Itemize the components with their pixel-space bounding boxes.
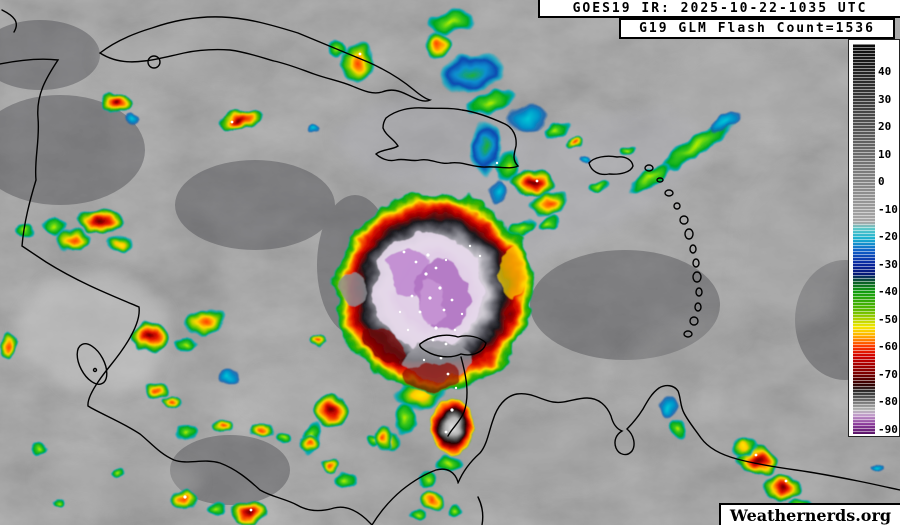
colorbar-tick: -90	[878, 422, 898, 436]
colorbar-tick: 40	[878, 65, 892, 78]
colorbar-striations	[853, 44, 875, 434]
coastlines	[0, 9, 900, 525]
colorbar-tick: -10	[878, 202, 898, 216]
colorbar-tick: 20	[878, 120, 892, 134]
colorbar-tick: 10	[878, 147, 892, 161]
flash-count-box: G19 GLM Flash Count=1536	[619, 18, 895, 39]
hurricane	[334, 192, 534, 392]
convection-cells	[0, 9, 900, 524]
colorbar-tick: -70	[878, 367, 898, 381]
colorbar-tick: -40	[878, 285, 898, 299]
lightning-flashes	[183, 52, 788, 512]
colorbar-tick: -20	[878, 230, 898, 244]
watermark: Weathernerds.org	[719, 503, 900, 525]
colorbar-ticks: 40 30 20 10 0 -10 -20 -30 -40 -50 -60 -7…	[878, 65, 900, 436]
colorbar-tick: -50	[878, 312, 898, 326]
colorbar: 40 30 20 10 0 -10 -20 -30 -40 -50 -60 -7…	[848, 39, 900, 437]
colorbar-tick: 0	[878, 175, 885, 189]
colorbar-tick: 30	[878, 92, 892, 106]
watermark-text: Weathernerds.org	[729, 505, 892, 525]
flash-count-text: G19 GLM Flash Count=1536	[639, 21, 875, 36]
lesser-antilles-islands	[644, 164, 703, 338]
colorbar-tick: -60	[878, 340, 898, 354]
colorbar-tick: -80	[878, 395, 898, 409]
colorbar-tick: -30	[878, 257, 898, 271]
title-bar: GOES19 IR: 2025-10-22-1035 UTC	[538, 0, 900, 18]
title-text: GOES19 IR: 2025-10-22-1035 UTC	[572, 0, 868, 16]
